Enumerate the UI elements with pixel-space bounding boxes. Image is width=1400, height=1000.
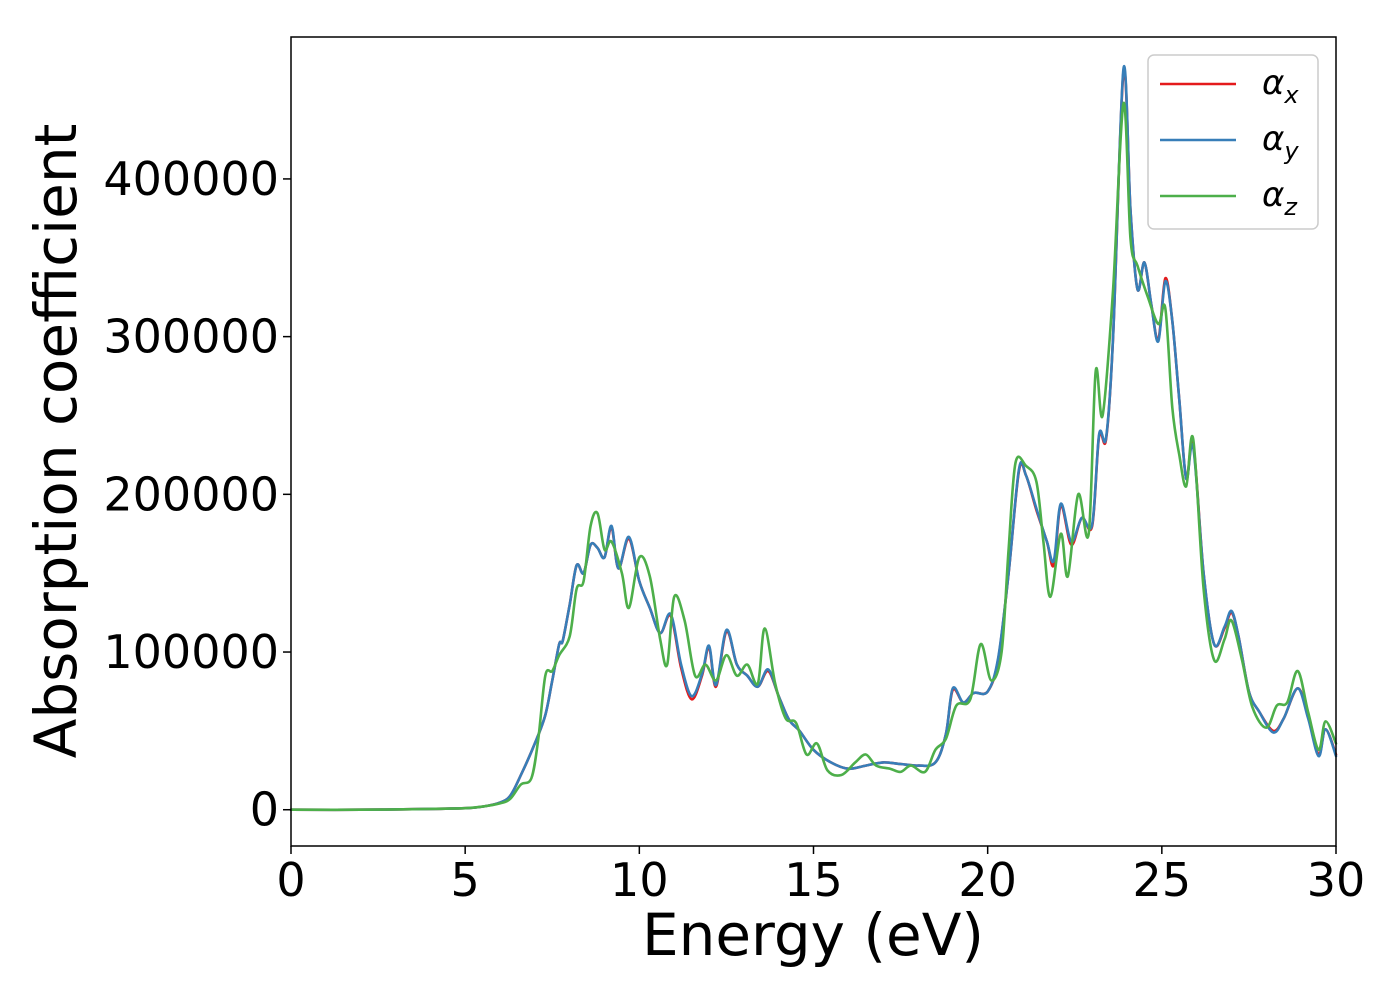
legend-label-y: αy (1262, 119, 1299, 165)
x-tick-label: 5 (451, 853, 480, 907)
legend-label-x: αx (1262, 63, 1299, 109)
x-tick-label: 0 (276, 853, 305, 907)
y-tick-label: 400000 (103, 152, 279, 206)
y-tick-label: 200000 (103, 467, 279, 521)
legend-label-z: αz (1262, 175, 1298, 221)
legend: αx αy αz (1147, 54, 1319, 230)
x-tick-label: 20 (958, 853, 1017, 907)
y-axis-title: Absorption coefficient (22, 124, 90, 759)
x-tick-label: 25 (1133, 853, 1192, 907)
x-axis-ticks: 0 5 10 15 20 25 30 (276, 846, 1365, 907)
series-lines (289, 64, 1338, 812)
y-tick-label: 100000 (103, 625, 279, 679)
legend-box (1147, 54, 1319, 230)
y-tick-label: 300000 (103, 310, 279, 364)
x-axis-title: Energy (eV) (642, 901, 984, 969)
series-line-z (289, 101, 1338, 812)
x-tick-label: 10 (610, 853, 669, 907)
x-tick-label: 15 (784, 853, 843, 907)
y-tick-label: 0 (250, 783, 279, 837)
x-tick-label: 30 (1307, 853, 1366, 907)
y-axis-ticks: 0 100000 200000 300000 400000 (103, 152, 291, 837)
